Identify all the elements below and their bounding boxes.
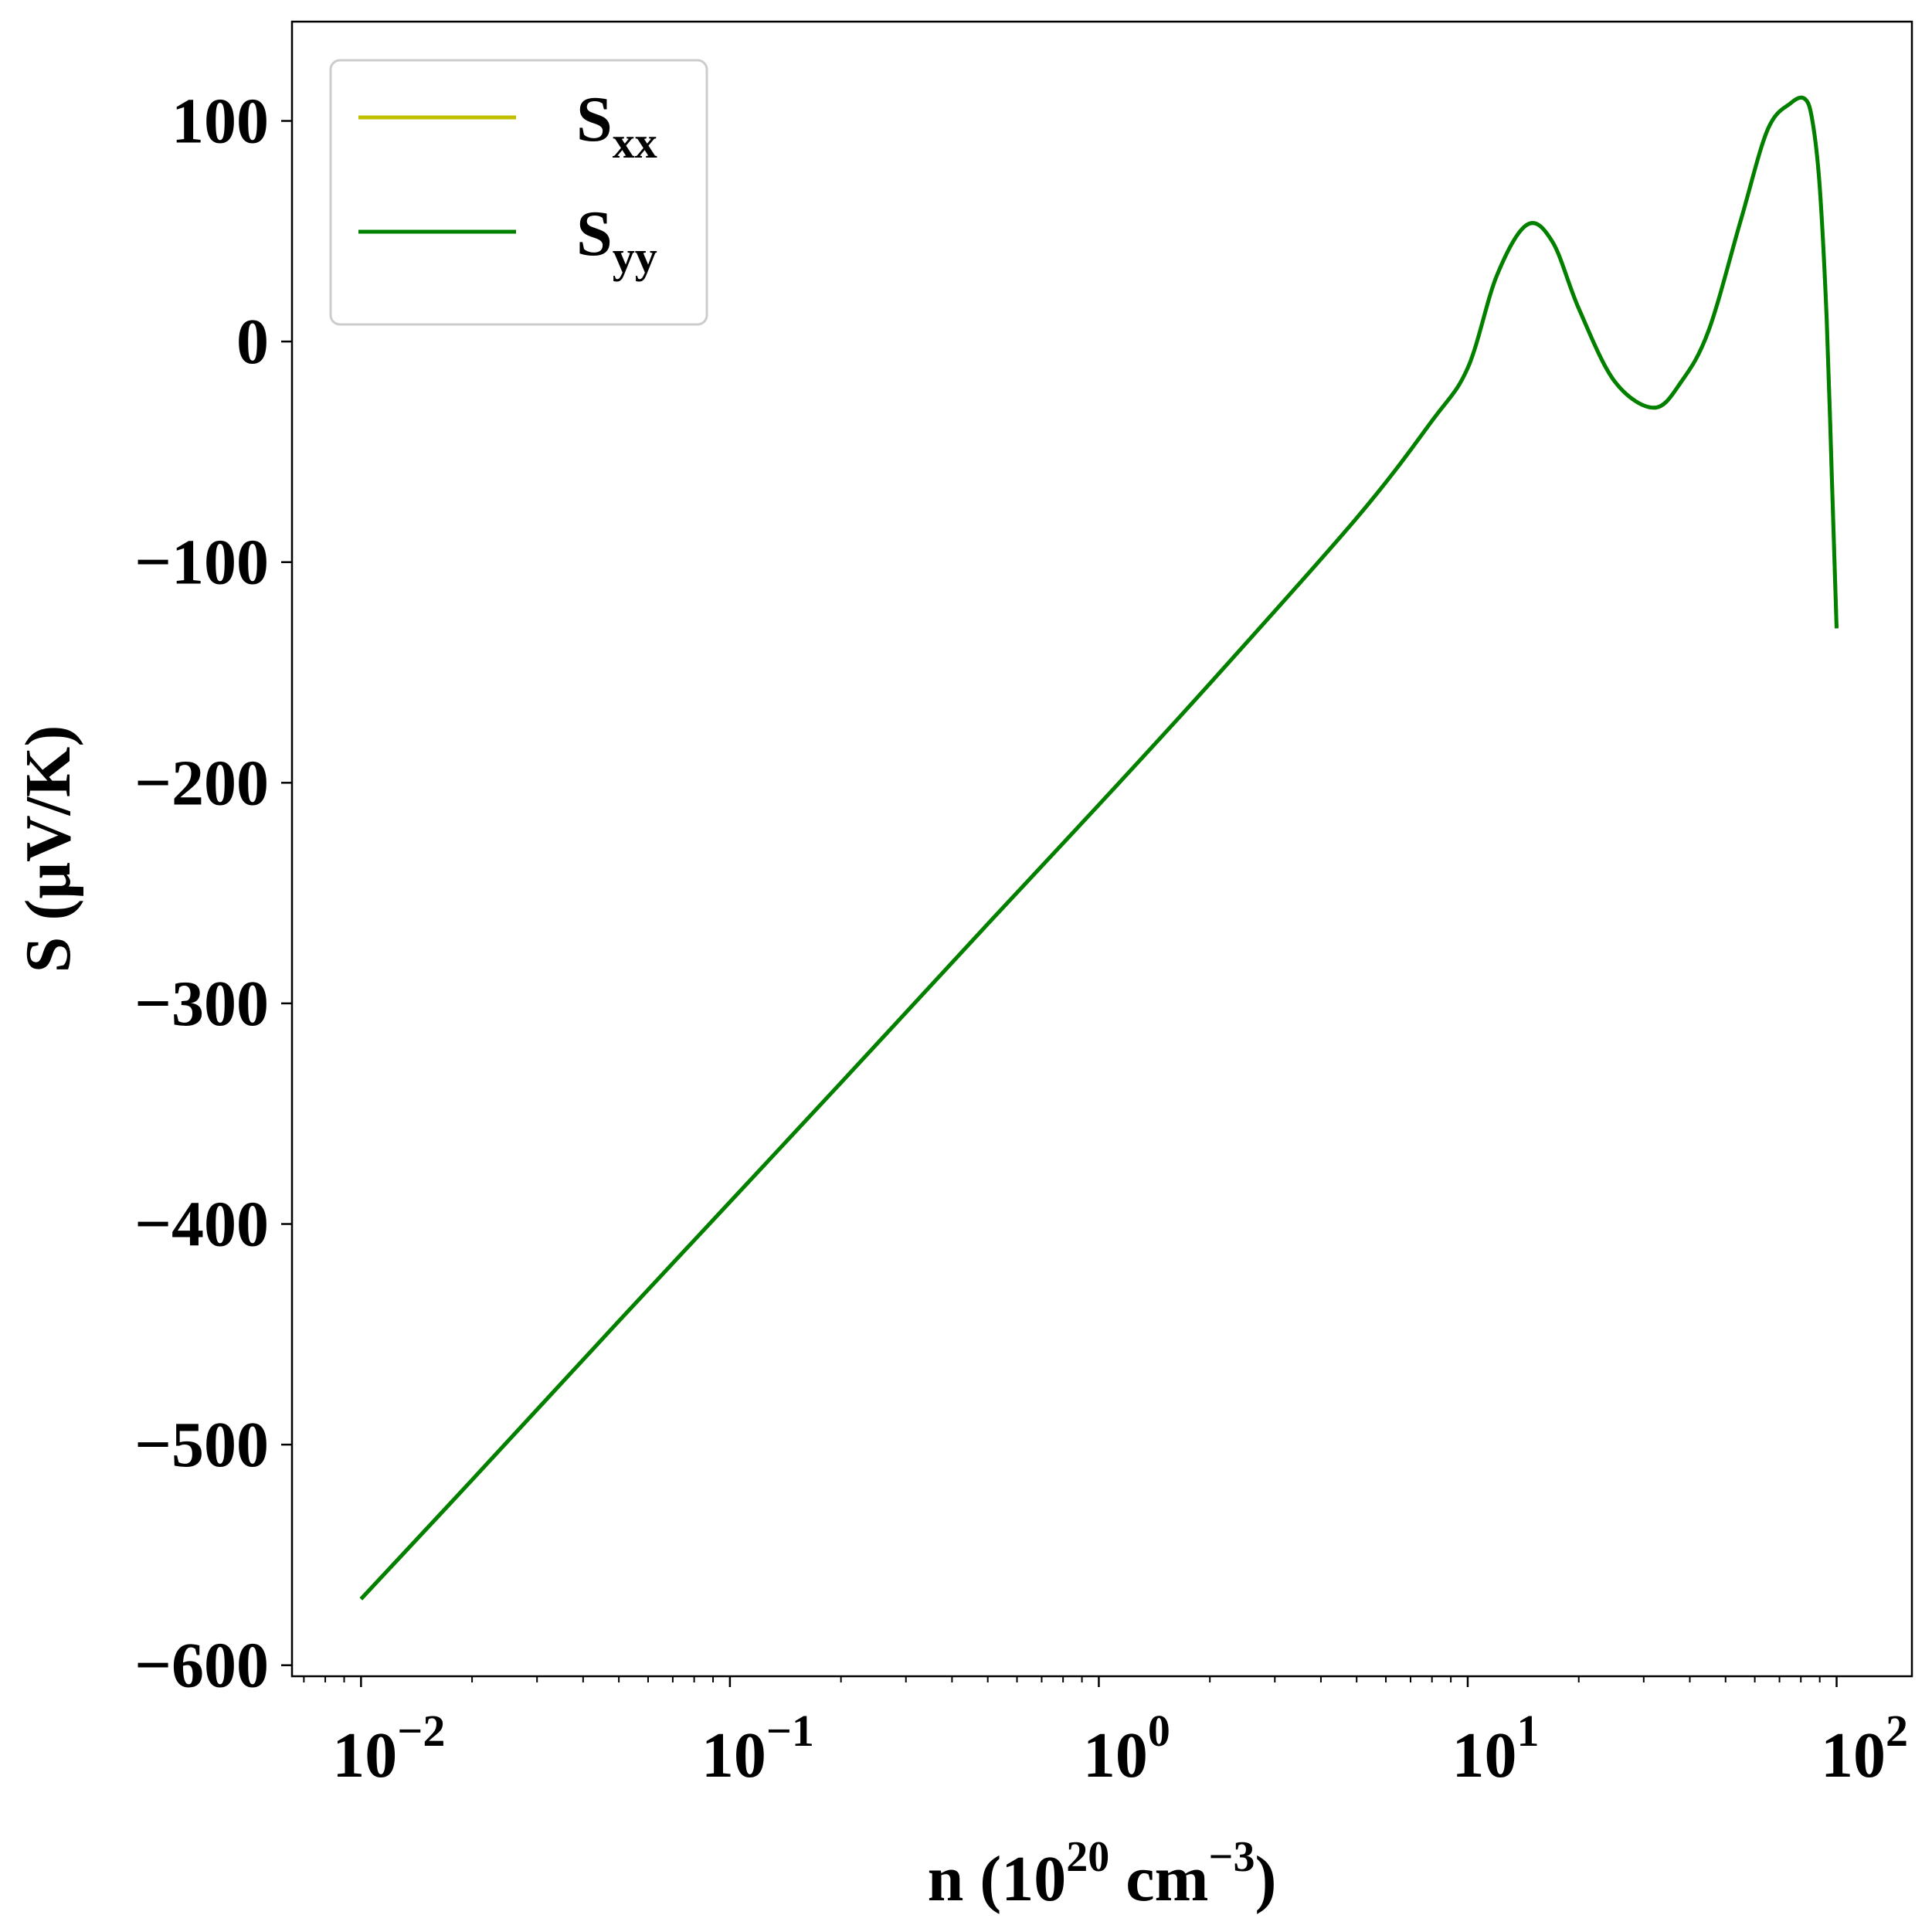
- legend: Sxx Syy: [329, 59, 708, 326]
- x-axis-label: n (1020 cm−3): [928, 1833, 1277, 1915]
- x-axis: 10−2 10−1 100 101 102: [303, 1676, 1908, 1791]
- y-axis: 100 0 −100 −200 −300 −400 −500 −600: [134, 86, 292, 1702]
- y-tick-label: −200: [134, 747, 269, 819]
- y-tick-label: −300: [134, 968, 269, 1040]
- y-axis-label: S (μV/K): [12, 725, 84, 973]
- y-tick-label: −100: [134, 527, 269, 599]
- x-tick-label: 10−1: [701, 1706, 814, 1791]
- legend-box: [329, 59, 708, 326]
- x-tick-label: 102: [1821, 1706, 1908, 1791]
- y-tick-label: −600: [134, 1630, 269, 1702]
- legend-label: Sxx: [576, 83, 657, 168]
- y-tick-label: 100: [171, 86, 269, 158]
- x-tick-label: 100: [1083, 1706, 1170, 1791]
- legend-label: Syy: [576, 198, 657, 282]
- y-tick-label: 0: [236, 306, 269, 378]
- y-tick-label: −500: [134, 1409, 269, 1481]
- y-tick-label: −400: [134, 1189, 269, 1261]
- x-tick-label: 101: [1452, 1706, 1539, 1791]
- plot-frame: [290, 20, 1913, 1678]
- plot-marks: [359, 95, 1839, 1601]
- x-tick-label: 10−2: [332, 1706, 445, 1791]
- series-line-Syy: [359, 95, 1839, 1601]
